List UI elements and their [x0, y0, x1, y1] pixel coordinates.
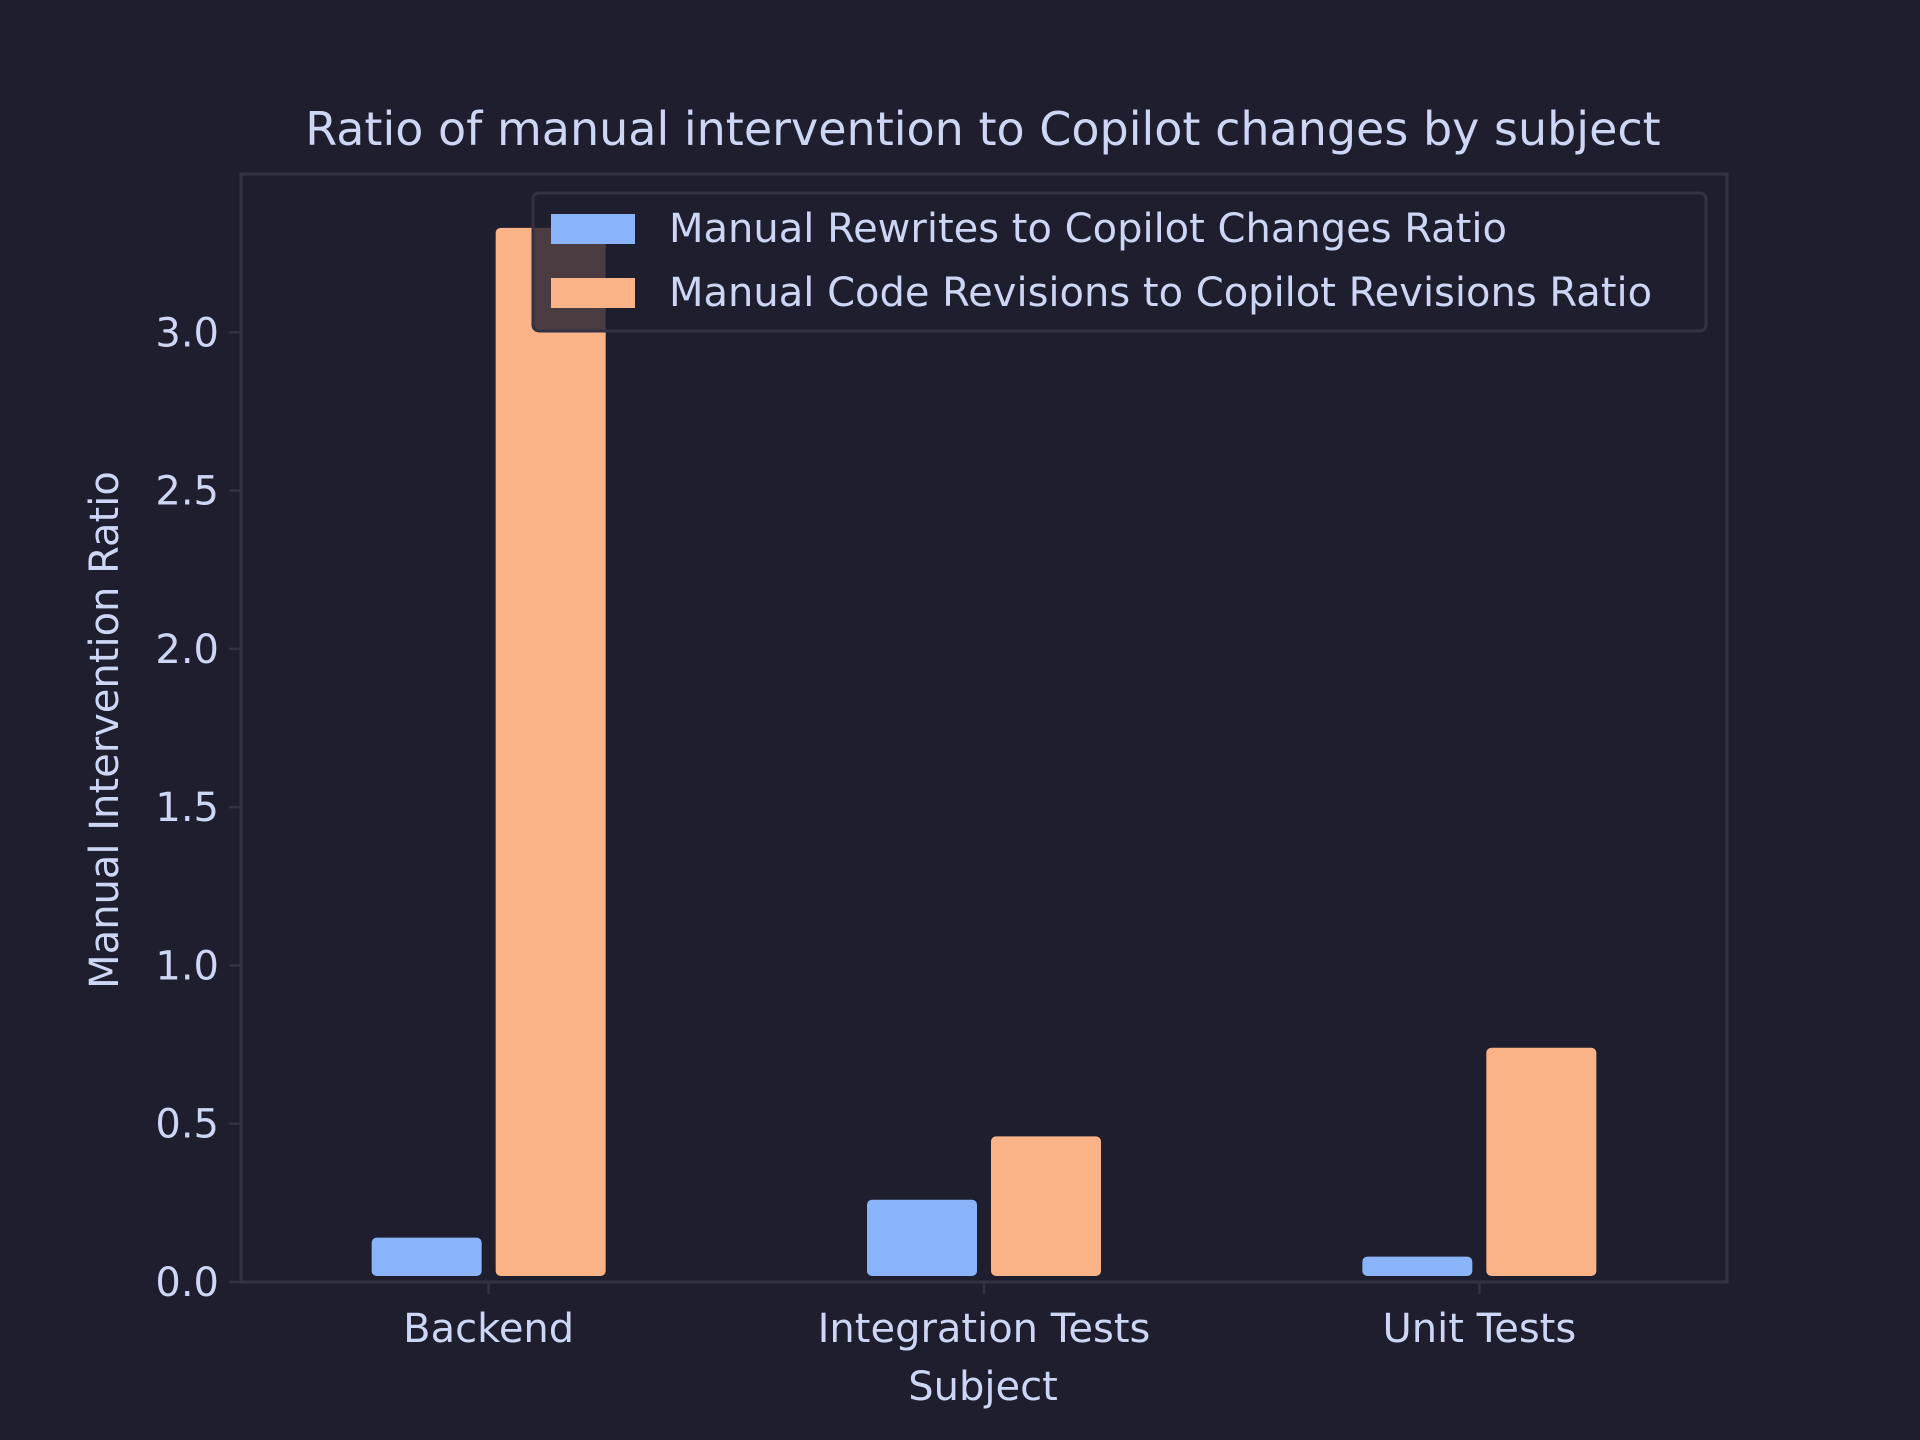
x-tick-label: Integration Tests	[818, 1306, 1151, 1352]
y-tick-label: 1.0	[155, 943, 219, 989]
bar-rewrites-1	[867, 1199, 977, 1276]
y-axis-label: Manual Intervention Ratio	[82, 471, 128, 989]
bar-revisions-0	[495, 227, 606, 1276]
legend-box	[531, 191, 1708, 333]
y-tick-label: 0.0	[155, 1260, 219, 1306]
y-tick-label: 2.0	[155, 627, 219, 673]
legend-swatch-0	[551, 214, 635, 244]
y-tick-label: 2.5	[155, 469, 219, 515]
bar-revisions-2	[1486, 1047, 1597, 1276]
legend-label-0: Manual Rewrites to Copilot Changes Ratio	[669, 206, 1507, 252]
chart-title: Ratio of manual intervention to Copilot …	[305, 102, 1660, 156]
plot-area: 0.0 0.5 1.0 1.5 2.0 2.5 3.0 Backend Integration …	[155, 172, 1729, 1352]
x-tick-label: Unit Tests	[1382, 1306, 1576, 1352]
y-tick-label: 3.0	[155, 310, 219, 356]
legend-swatch-1	[551, 278, 635, 308]
bar-rewrites-0	[371, 1237, 482, 1276]
y-tick-label: 1.5	[155, 785, 219, 831]
legend-label-1: Manual Code Revisions to Copilot Revisio…	[669, 270, 1652, 316]
y-tick-label: 0.5	[155, 1102, 219, 1148]
bar-revisions-1	[991, 1136, 1101, 1276]
x-axis-label: Subject	[908, 1364, 1058, 1410]
bar-rewrites-2	[1362, 1256, 1473, 1276]
x-tick-label: Backend	[403, 1306, 574, 1352]
